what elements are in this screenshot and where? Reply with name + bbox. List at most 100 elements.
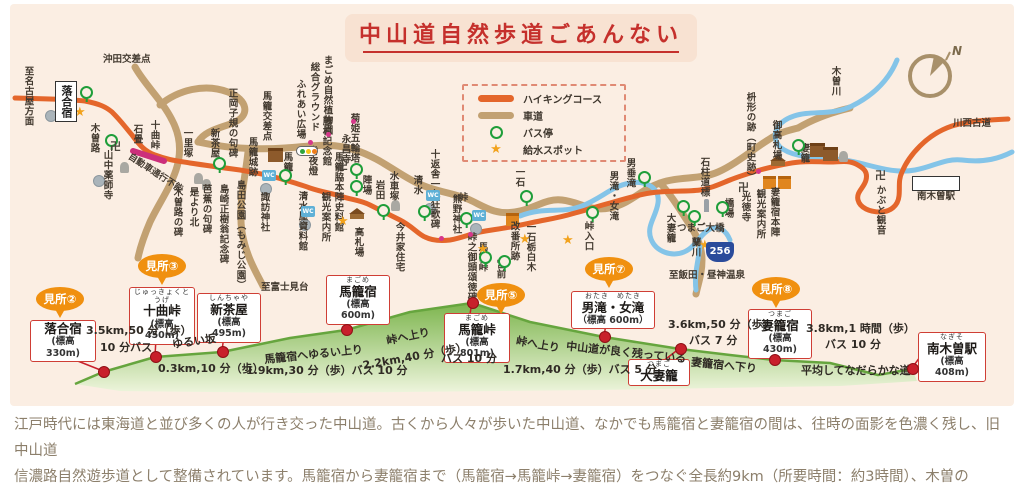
house-icon xyxy=(770,155,786,166)
station-dot xyxy=(98,366,110,378)
station-elevation: (標高 330m) xyxy=(45,336,81,359)
station-elevation: (標高 408m) xyxy=(934,356,970,379)
legend-label: 車道 xyxy=(523,112,543,123)
map-label: 至名古屋方面 xyxy=(22,66,34,126)
station-name: 大妻籠 xyxy=(640,367,678,383)
station-elevation: (標高600m) xyxy=(340,299,376,322)
route-256-shield: 256 xyxy=(706,242,734,262)
spot-bubble: 見所② xyxy=(36,287,84,311)
map-label: 馬籠 xyxy=(281,152,293,172)
station-name: 妻籠宿 xyxy=(761,317,799,333)
station-name: 馬籠宿 xyxy=(339,283,377,299)
map-label: 新茶屋 xyxy=(208,128,220,158)
bus-stop-icon xyxy=(716,201,729,214)
compass-icon xyxy=(908,51,952,98)
compass-north-label: N xyxy=(952,44,963,58)
toilet-icon: WC xyxy=(426,190,440,201)
map-label: 正岡子規の句碑 xyxy=(226,88,238,158)
bus-stop-icon xyxy=(105,134,118,147)
hiking-course-swatch xyxy=(478,95,514,102)
rest-spot-icon xyxy=(93,175,105,187)
water-spot-icon: ★ xyxy=(562,233,574,248)
building-brown-icon xyxy=(268,148,283,162)
station-dot xyxy=(599,331,611,343)
map-label: 光徳寺 xyxy=(739,192,751,222)
description-line: 信濃路自然遊歩道として整備されています。馬籠宿から妻籠宿まで（馬籠宿→馬籠峠→妻… xyxy=(14,469,969,485)
map-label: 峠之御頭頌徳碑 xyxy=(465,232,477,302)
segment-annotation: バス 10 分 xyxy=(825,338,881,351)
building-orange-icon xyxy=(778,176,791,189)
building-orange-icon xyxy=(763,176,776,189)
segment-annotation: 3.6km,50 分（歩） xyxy=(668,318,774,331)
map-label: 永昌寺 xyxy=(339,134,351,164)
map-label: つまご大橋 xyxy=(677,223,725,234)
map-label: 水車塚 xyxy=(387,171,399,201)
bus-stop-icon xyxy=(478,126,514,139)
map-label: 山中薬師寺 xyxy=(101,150,113,200)
map-label: 宮前 xyxy=(494,259,506,279)
tower-icon xyxy=(704,199,709,212)
point-of-interest-dot xyxy=(439,236,444,241)
map-label: 清水 xyxy=(411,175,423,195)
map-label: 一里塚 xyxy=(181,128,193,158)
hiking-course-path xyxy=(12,95,1011,244)
map-label: 木曽路の碑 xyxy=(171,187,183,237)
temple-icon: 卍 xyxy=(337,159,348,172)
map-label: かぶと観音 xyxy=(874,185,886,235)
legend-item-water: ★ 給水スポット xyxy=(478,141,624,158)
map-label: まごめ自然植物園 xyxy=(321,55,333,135)
stone-icon xyxy=(839,151,848,162)
station-furigana: つまご xyxy=(768,310,792,318)
map-label: 馬籠脇本陣史料館 xyxy=(332,152,344,232)
bus-stop-icon xyxy=(638,171,651,184)
segment-annotation: 3.5km,50 分（歩） xyxy=(86,324,192,337)
bus-stop-icon xyxy=(418,205,431,218)
station-name: 十曲峠 xyxy=(143,303,181,319)
segment-annotation: 1.7km,40 分（歩）バス 5 分 xyxy=(503,363,657,376)
bus-stop-icon xyxy=(350,180,363,193)
station-furigana: つまご xyxy=(647,360,671,368)
legend-label: 給水スポット xyxy=(523,146,583,157)
map-label: 妻籠 xyxy=(798,143,810,163)
station-box: なぎそ 南木曽駅 (標高 408m) xyxy=(918,332,986,382)
station-elevation: (標高 495m) xyxy=(211,317,247,340)
station-name: 男滝・女滝 xyxy=(581,299,645,315)
map-label: ふれあい広場 xyxy=(294,79,306,139)
traffic-light-icon xyxy=(296,146,318,156)
stone-icon xyxy=(194,173,203,184)
station-dot xyxy=(769,354,781,366)
toilet-icon: WC xyxy=(472,210,486,221)
map-label: 馬籠交差点 xyxy=(260,91,272,141)
rest-spot-icon xyxy=(470,223,482,235)
map-label: 清水屋資料館 xyxy=(296,191,308,251)
map-label: 沖田交差点 xyxy=(103,54,151,65)
spot-bubble: 見所⑦ xyxy=(585,257,633,281)
map-label: 是より北 xyxy=(187,187,199,227)
bus-stop-icon xyxy=(279,169,292,182)
map-label: 菊姫五輪塔 xyxy=(348,113,360,163)
bus-stop-icon xyxy=(80,86,93,99)
map-label: 高札場 xyxy=(352,227,364,257)
temple-icon: 卍 xyxy=(738,181,749,194)
legend-item-bus: バス停 xyxy=(478,124,624,141)
map-label: 峠 xyxy=(456,192,468,202)
map-label: 蘭川 xyxy=(689,237,701,257)
building-brown-icon xyxy=(810,143,825,157)
map-label: 枡形の跡（町史跡） xyxy=(744,92,756,182)
segment-annotation: 0.3km,10 分（歩） xyxy=(158,362,264,375)
point-of-interest-dot xyxy=(326,132,331,137)
station-box: じゅっきょくとうげ 十曲峠 (標高 450m) xyxy=(129,287,195,345)
page-title: 中山道自然歩道ごあんない xyxy=(358,21,683,48)
station-box: 落合宿 (標高 330m) xyxy=(30,320,96,363)
bus-stop-icon xyxy=(377,204,390,217)
map-label: 観光案内所 xyxy=(319,192,331,242)
description-line: 江戸時代には東海道と並び多くの人が行き交った中山道。古くから人々が歩いた中山道、… xyxy=(14,417,1000,459)
map-label: 一石 xyxy=(513,167,525,187)
segment-annotation: 3.8km,1 時間（歩） xyxy=(806,322,915,335)
map-label: 至飯田・昼神温泉 xyxy=(669,270,746,281)
station-box: しんちゃや 新茶屋 (標高 495m) xyxy=(197,293,261,343)
segment-annotation: 10 分バス xyxy=(100,341,153,354)
map-label: 岩田 xyxy=(373,180,385,200)
temple-icon: 卍 xyxy=(110,140,121,153)
